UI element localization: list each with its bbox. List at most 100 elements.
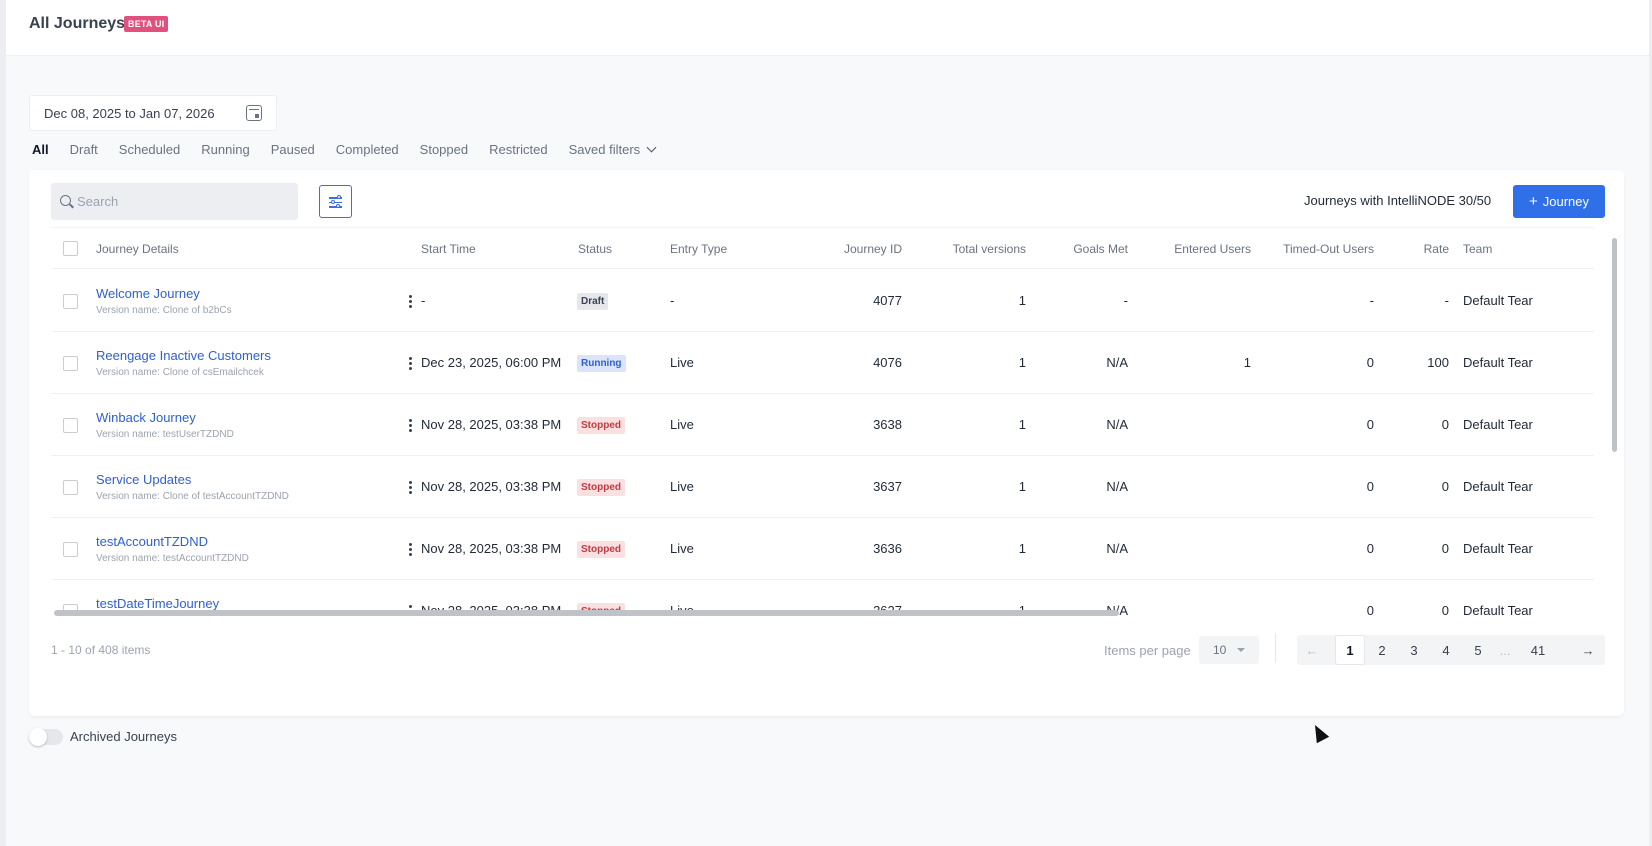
journey-name-link[interactable]: Service Updates <box>96 472 192 487</box>
version-name: Version name: Clone of testAccountTZDND <box>96 491 289 502</box>
search-placeholder: Search <box>77 194 119 209</box>
tab-saved-filters[interactable]: Saved filters <box>568 142 657 157</box>
pagination: ← 1 2 3 4 5 ... 41 → <box>1297 635 1605 665</box>
date-range-picker[interactable]: Dec 08, 2025 to Jan 07, 2026 <box>29 95 277 131</box>
version-name: Version name: Clone of b2bCs <box>96 305 232 316</box>
timed-out-users: 0 <box>1366 355 1374 370</box>
col-journey-id[interactable]: Journey ID <box>843 242 902 256</box>
tab-scheduled[interactable]: Scheduled <box>118 142 181 157</box>
journeys-card: Search Journeys with IntelliNODE 30/50 +… <box>29 170 1624 716</box>
status-badge: Draft <box>577 293 609 310</box>
col-start-time[interactable]: Start Time <box>421 242 476 256</box>
page-title: All Journeys <box>29 15 126 32</box>
add-journey-label: Journey <box>1542 194 1589 209</box>
search-icon <box>60 195 71 206</box>
tab-draft[interactable]: Draft <box>69 142 98 157</box>
entered-users: 1 <box>1243 355 1251 370</box>
saved-filters-label: Saved filters <box>568 142 641 157</box>
col-entered-users[interactable]: Entered Users <box>1174 242 1251 256</box>
add-journey-button[interactable]: + Journey <box>1513 185 1605 218</box>
select-all-checkbox[interactable] <box>63 241 78 256</box>
col-journey-details[interactable]: Journey Details <box>96 242 179 256</box>
beta-badge: BETA UI <box>124 16 169 32</box>
vertical-scrollbar[interactable] <box>1612 238 1617 452</box>
caret-down-icon <box>1237 648 1245 652</box>
timed-out-users: 0 <box>1366 479 1374 494</box>
mouse-cursor-icon <box>1308 721 1330 744</box>
total-versions: 1 <box>1018 417 1026 432</box>
page-4[interactable]: 4 <box>1442 642 1450 658</box>
prev-page-arrow-icon[interactable]: ← <box>1305 642 1319 658</box>
horizontal-scrollbar[interactable] <box>54 610 1119 616</box>
journey-name-link[interactable]: testDateTimeJourney <box>96 596 220 611</box>
col-rate[interactable]: Rate <box>1423 242 1449 256</box>
tab-restricted[interactable]: Restricted <box>489 142 548 157</box>
table-row[interactable]: testAccountTZDND Version name: testAccou… <box>51 518 1594 580</box>
row-checkbox[interactable] <box>63 294 78 309</box>
page-1[interactable]: 1 <box>1335 635 1365 665</box>
kebab-menu-icon[interactable] <box>409 543 412 556</box>
table-row[interactable]: Welcome Journey Version name: Clone of b… <box>51 270 1594 332</box>
row-checkbox[interactable] <box>63 480 78 495</box>
journey-name-link[interactable]: Reengage Inactive Customers <box>96 348 271 363</box>
start-time: Nov 28, 2025, 03:38 PM <box>421 541 562 556</box>
tab-all[interactable]: All <box>32 142 49 157</box>
entry-type: Live <box>670 541 694 556</box>
version-name: Version name: testUserTZDND <box>96 429 234 440</box>
col-total-versions[interactable]: Total versions <box>952 242 1026 256</box>
page-2[interactable]: 2 <box>1378 642 1386 658</box>
items-per-page-value: 10 <box>1213 643 1227 657</box>
team: Default Tear <box>1463 417 1533 432</box>
kebab-menu-icon[interactable] <box>409 295 412 308</box>
status-badge: Stopped <box>577 417 625 434</box>
page-41[interactable]: 41 <box>1530 642 1546 658</box>
next-page-arrow-icon[interactable]: → <box>1581 642 1595 658</box>
col-team[interactable]: Team <box>1463 242 1493 256</box>
table-row[interactable]: Reengage Inactive Customers Version name… <box>51 332 1594 394</box>
tab-stopped[interactable]: Stopped <box>419 142 469 157</box>
total-versions: 1 <box>931 603 1026 616</box>
col-status[interactable]: Status <box>578 242 613 256</box>
page-5[interactable]: 5 <box>1474 642 1482 658</box>
divider <box>1275 633 1276 663</box>
version-name: Version name: testAccountTZDND <box>96 553 249 564</box>
rate: 0 <box>1441 417 1449 432</box>
journey-id: 3637 <box>873 479 902 494</box>
goals-met: N/A <box>1106 355 1128 370</box>
search-input[interactable]: Search <box>51 183 298 220</box>
filter-button[interactable] <box>319 185 352 218</box>
col-entry-type[interactable]: Entry Type <box>670 242 728 256</box>
row-checkbox[interactable] <box>63 542 78 557</box>
items-per-page-select[interactable]: 10 <box>1199 636 1259 664</box>
status-badge: Stopped <box>577 479 625 496</box>
col-timed-out-users[interactable]: Timed-Out Users <box>1283 242 1374 256</box>
goals-met: N/A <box>1106 417 1128 432</box>
intellinode-usage: Journeys with IntelliNODE 30/50 <box>1304 193 1492 208</box>
journey-name-link[interactable]: Welcome Journey <box>96 286 200 301</box>
kebab-menu-icon[interactable] <box>409 419 412 432</box>
team: Default Tear <box>1463 541 1533 556</box>
timed-out-users: 0 <box>1366 417 1374 432</box>
archived-toggle[interactable] <box>29 728 63 746</box>
plus-icon: + <box>1528 193 1538 210</box>
row-checkbox[interactable] <box>63 356 78 371</box>
row-checkbox[interactable] <box>63 418 78 433</box>
rate: 0 <box>1441 541 1449 556</box>
kebab-menu-icon[interactable] <box>409 357 412 370</box>
items-per-page-label: Items per page <box>1104 643 1191 658</box>
table-row[interactable]: Winback Journey Version name: testUserTZ… <box>51 394 1594 456</box>
kebab-menu-icon[interactable] <box>409 481 412 494</box>
tab-paused[interactable]: Paused <box>270 142 315 157</box>
tab-completed[interactable]: Completed <box>335 142 399 157</box>
journey-name-link[interactable]: Winback Journey <box>96 410 196 425</box>
calendar-icon[interactable] <box>246 105 262 121</box>
left-edge <box>0 0 6 846</box>
page-3[interactable]: 3 <box>1410 642 1418 658</box>
date-range-value: Dec 08, 2025 to Jan 07, 2026 <box>44 105 215 121</box>
col-goals-met[interactable]: Goals Met <box>1073 242 1128 256</box>
start-time: Nov 28, 2025, 03:38 PM <box>421 417 562 432</box>
tab-running[interactable]: Running <box>201 142 250 157</box>
table-row[interactable]: Service Updates Version name: Clone of t… <box>51 456 1594 518</box>
journey-name-link[interactable]: testAccountTZDND <box>96 534 208 549</box>
right-edge <box>1649 0 1652 846</box>
